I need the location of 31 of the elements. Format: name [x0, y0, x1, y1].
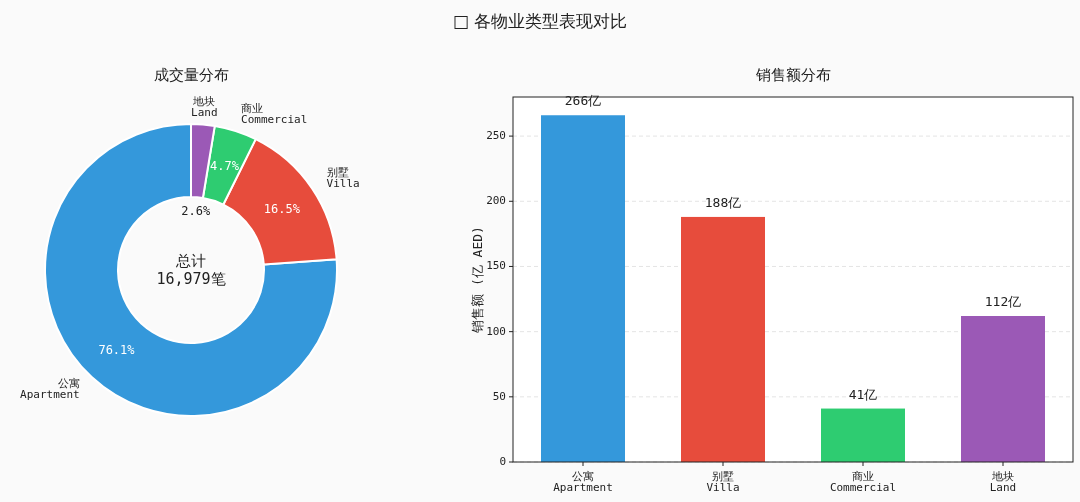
- data-label: 76.1%: [98, 342, 136, 357]
- x-tick-label: 公寓 Apartment: [553, 469, 613, 494]
- y-tick-label: 200: [486, 194, 506, 208]
- data-label: 266亿: [564, 93, 602, 109]
- text: □ 各物业类型表现对比: [452, 11, 628, 31]
- bar: [961, 316, 1045, 462]
- bar: [681, 216, 765, 462]
- data-label: 16.5%: [263, 201, 301, 216]
- slice-label: 别墅 Villa: [326, 166, 360, 191]
- x-tick-label: 别墅 Villa: [706, 469, 740, 494]
- slice-label: 商业 Commercial: [241, 101, 308, 126]
- bar: [821, 408, 905, 462]
- x-tick-label: 商业 Commercial: [829, 469, 897, 494]
- slice-label: 公寓 Apartment: [20, 377, 80, 402]
- bar: [541, 115, 625, 462]
- data-label: 188亿: [704, 194, 742, 210]
- y-axis-title: 销售额 (亿 AED): [469, 226, 485, 334]
- y-tick-label: 50: [492, 389, 506, 403]
- y-tick-label: 250: [486, 129, 506, 143]
- slice-label: 地块 Land: [191, 94, 218, 119]
- y-tick-label: 100: [486, 324, 506, 338]
- text: 总计 16,979笔: [156, 251, 226, 288]
- y-tick-label: 0: [499, 455, 506, 468]
- data-label: 2.6%: [181, 203, 212, 218]
- data-label: 41亿: [848, 386, 878, 402]
- data-label: 4.7%: [210, 158, 240, 173]
- chart-title: 销售额分布: [754, 65, 831, 84]
- y-tick-label: 150: [486, 259, 506, 273]
- chart-title: 成交量分布: [153, 65, 229, 84]
- x-tick-label: 地块 Land: [989, 469, 1017, 494]
- data-label: 112亿: [984, 294, 1022, 309]
